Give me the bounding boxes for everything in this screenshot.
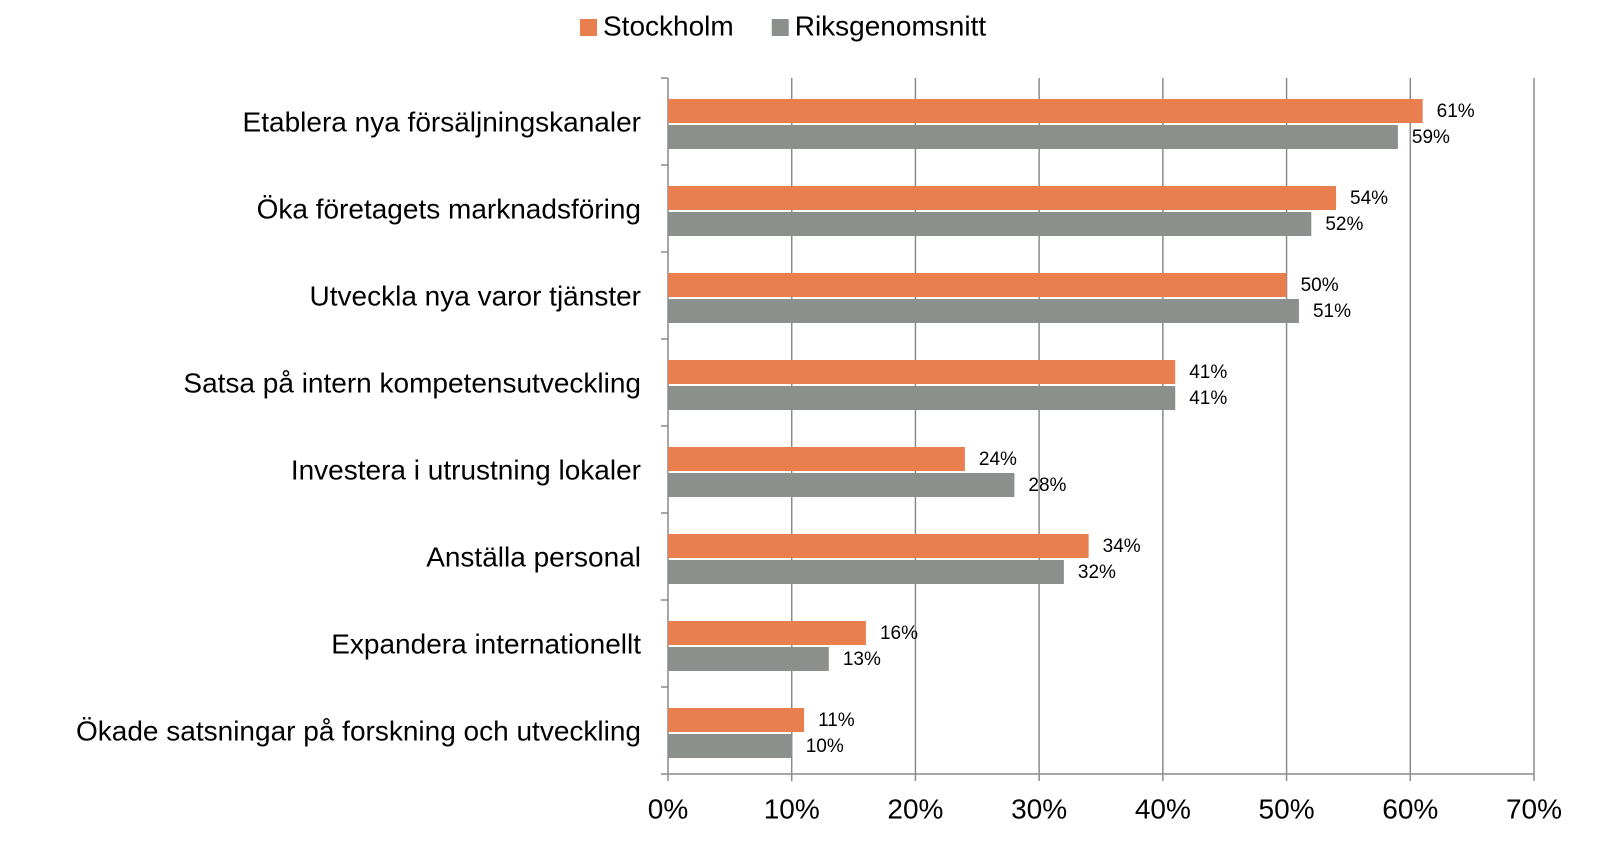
bar bbox=[668, 647, 829, 671]
category-label: Investera i utrustning lokaler bbox=[291, 454, 641, 485]
category-label: Anställa personal bbox=[426, 541, 641, 572]
value-label: 41% bbox=[1189, 388, 1227, 409]
value-label: 10% bbox=[806, 736, 844, 757]
bar bbox=[668, 99, 1423, 123]
legend-swatch bbox=[580, 19, 597, 36]
value-label: 24% bbox=[979, 449, 1017, 470]
value-label: 28% bbox=[1028, 475, 1066, 496]
bar bbox=[668, 708, 805, 732]
value-label: 61% bbox=[1437, 101, 1475, 122]
x-tick-label: 70% bbox=[1506, 793, 1562, 824]
x-tick-label: 20% bbox=[887, 793, 943, 824]
category-label: Utveckla nya varor tjänster bbox=[310, 280, 641, 311]
bar bbox=[668, 273, 1287, 297]
value-label: 54% bbox=[1350, 188, 1388, 209]
category-label: Satsa på intern kompetensutveckling bbox=[183, 367, 641, 398]
bar bbox=[668, 560, 1064, 584]
bar bbox=[668, 186, 1337, 210]
bar bbox=[668, 447, 965, 471]
bar bbox=[668, 386, 1176, 410]
value-label: 16% bbox=[880, 623, 918, 644]
legend-swatch bbox=[771, 19, 789, 36]
category-label: Etablera nya försäljningskanaler bbox=[243, 106, 641, 137]
x-tick-label: 0% bbox=[648, 793, 688, 824]
value-label: 11% bbox=[818, 710, 855, 731]
x-tick-label: 50% bbox=[1259, 793, 1315, 824]
x-tick-label: 60% bbox=[1382, 793, 1438, 824]
value-label: 32% bbox=[1078, 562, 1116, 583]
value-label: 34% bbox=[1103, 536, 1141, 557]
legend-label: Stockholm bbox=[603, 10, 734, 41]
bar bbox=[668, 734, 792, 758]
bar bbox=[668, 360, 1176, 384]
bar bbox=[668, 621, 866, 645]
x-tick-label: 40% bbox=[1135, 793, 1191, 824]
value-label: 52% bbox=[1325, 214, 1363, 235]
x-tick-label: 30% bbox=[1011, 793, 1067, 824]
legend-label: Riksgenomsnitt bbox=[795, 10, 987, 41]
bar bbox=[668, 212, 1312, 236]
bar bbox=[668, 299, 1299, 323]
value-label: 41% bbox=[1189, 362, 1227, 383]
bar bbox=[668, 534, 1089, 558]
category-label: Ökade satsningar på forskning och utveck… bbox=[76, 715, 641, 746]
category-label: Expandera internationellt bbox=[331, 628, 641, 659]
bar bbox=[668, 473, 1015, 497]
category-label: Öka företagets marknadsföring bbox=[257, 193, 641, 224]
bar bbox=[668, 125, 1398, 149]
value-label: 51% bbox=[1313, 301, 1351, 322]
value-label: 50% bbox=[1301, 275, 1339, 296]
x-tick-label: 10% bbox=[764, 793, 820, 824]
value-label: 59% bbox=[1412, 127, 1450, 148]
value-label: 13% bbox=[843, 649, 881, 670]
